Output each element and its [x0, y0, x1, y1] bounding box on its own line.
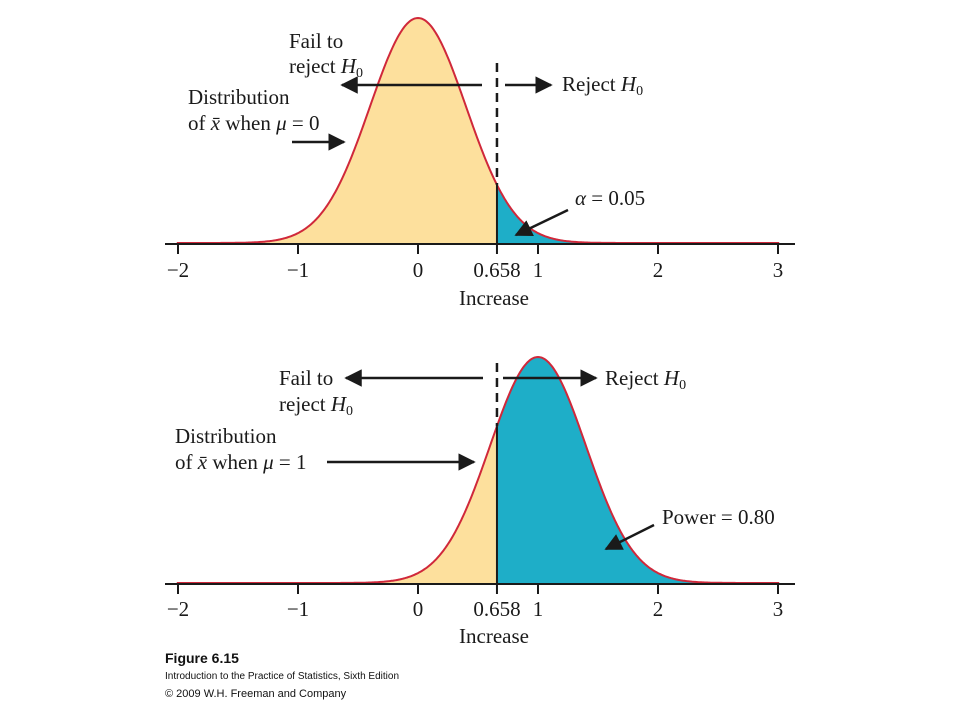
x-tick-label: 0.658 — [473, 597, 520, 621]
top-alpha-arrow — [514, 208, 569, 237]
bottom-fail-to-reject-label-line2: reject H0 — [279, 392, 353, 419]
figure-caption-book: Introduction to the Practice of Statisti… — [165, 671, 400, 682]
x-tick-label: 3 — [773, 258, 784, 282]
bottom-reject-label: Reject H0 — [605, 366, 686, 393]
x-tick-label: −2 — [167, 597, 189, 621]
x-tick-label: 2 — [653, 258, 664, 282]
bottom-distribution-label: Distribution — [175, 424, 277, 448]
x-tick-label: 0.658 — [473, 258, 520, 282]
bottom-power-label: Power = 0.80 — [662, 505, 775, 529]
top-fail-to-reject-label: Fail to — [289, 29, 343, 53]
top-fail-to-reject-label-line2: reject H0 — [289, 54, 363, 81]
x-tick-label: 1 — [533, 258, 544, 282]
bottom-power-region — [497, 357, 780, 583]
top-accept-region — [176, 18, 498, 243]
x-tick-label: −2 — [167, 258, 189, 282]
figure-caption-copyright: © 2009 W.H. Freeman and Company — [165, 688, 347, 700]
bottom-distribution-label-line2: of x̄ when μ = 1 — [175, 450, 306, 474]
top-reject-label: Reject H0 — [562, 72, 643, 99]
bottom-accept-region — [176, 426, 498, 583]
top-alpha-region — [497, 184, 780, 243]
top-x-axis-label: Increase — [459, 286, 529, 310]
figure-caption-title: Figure 6.15 — [165, 650, 239, 666]
bottom-ticks: −2 −1 0 0.658 1 2 3 — [167, 584, 783, 621]
x-tick-label: 3 — [773, 597, 784, 621]
x-tick-label: −1 — [287, 258, 309, 282]
x-tick-label: −1 — [287, 597, 309, 621]
x-tick-label: 2 — [653, 597, 664, 621]
bottom-fail-to-reject-label: Fail to — [279, 366, 333, 390]
x-tick-label: 0 — [413, 597, 424, 621]
x-tick-label: 1 — [533, 597, 544, 621]
top-alpha-label: α = 0.05 — [575, 186, 645, 210]
bottom-power-arrow — [604, 523, 655, 551]
bottom-panel: −2 −1 0 0.658 1 2 3 Increase Fail to reject H0… — [165, 355, 795, 648]
bottom-x-axis-label: Increase — [459, 624, 529, 648]
x-tick-label: 0 — [413, 258, 424, 282]
top-panel: −2 −1 0 0.658 1 2 3 Increase Fail to reject H0… — [165, 16, 795, 310]
top-distribution-label-line2: of x̄ when μ = 0 — [188, 111, 319, 135]
top-distribution-label: Distribution — [188, 85, 290, 109]
top-ticks: −2 −1 0 0.658 1 2 3 — [167, 244, 783, 282]
